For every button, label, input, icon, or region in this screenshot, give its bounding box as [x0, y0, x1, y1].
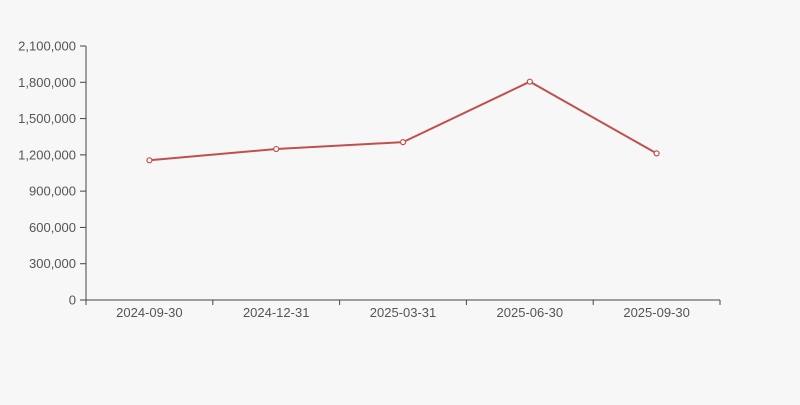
data-point-marker [526, 78, 533, 85]
data-point-marker [146, 157, 153, 164]
x-tick-label: 2024-12-31 [243, 305, 310, 320]
x-tick-label: 2024-09-30 [116, 305, 183, 320]
data-point-marker [399, 139, 407, 146]
x-tick-label: 2025-03-31 [370, 305, 437, 320]
data-point-marker [653, 150, 660, 157]
data-line [148, 80, 658, 162]
y-tick-label: 1,200,000 [18, 147, 76, 162]
y-tick-label: 1,500,000 [18, 111, 76, 126]
x-tick-label: 2025-06-30 [497, 305, 564, 320]
y-tick-label: 600,000 [29, 220, 76, 235]
y-tick-label: 900,000 [29, 184, 76, 199]
y-tick-label: 2,100,000 [18, 39, 76, 54]
y-tick-label: 300,000 [29, 256, 76, 271]
x-tick-label: 2025-09-30 [623, 305, 690, 320]
y-tick-label: 1,800,000 [18, 75, 76, 90]
y-tick-label: 0 [69, 293, 76, 308]
data-point-marker [273, 145, 280, 153]
